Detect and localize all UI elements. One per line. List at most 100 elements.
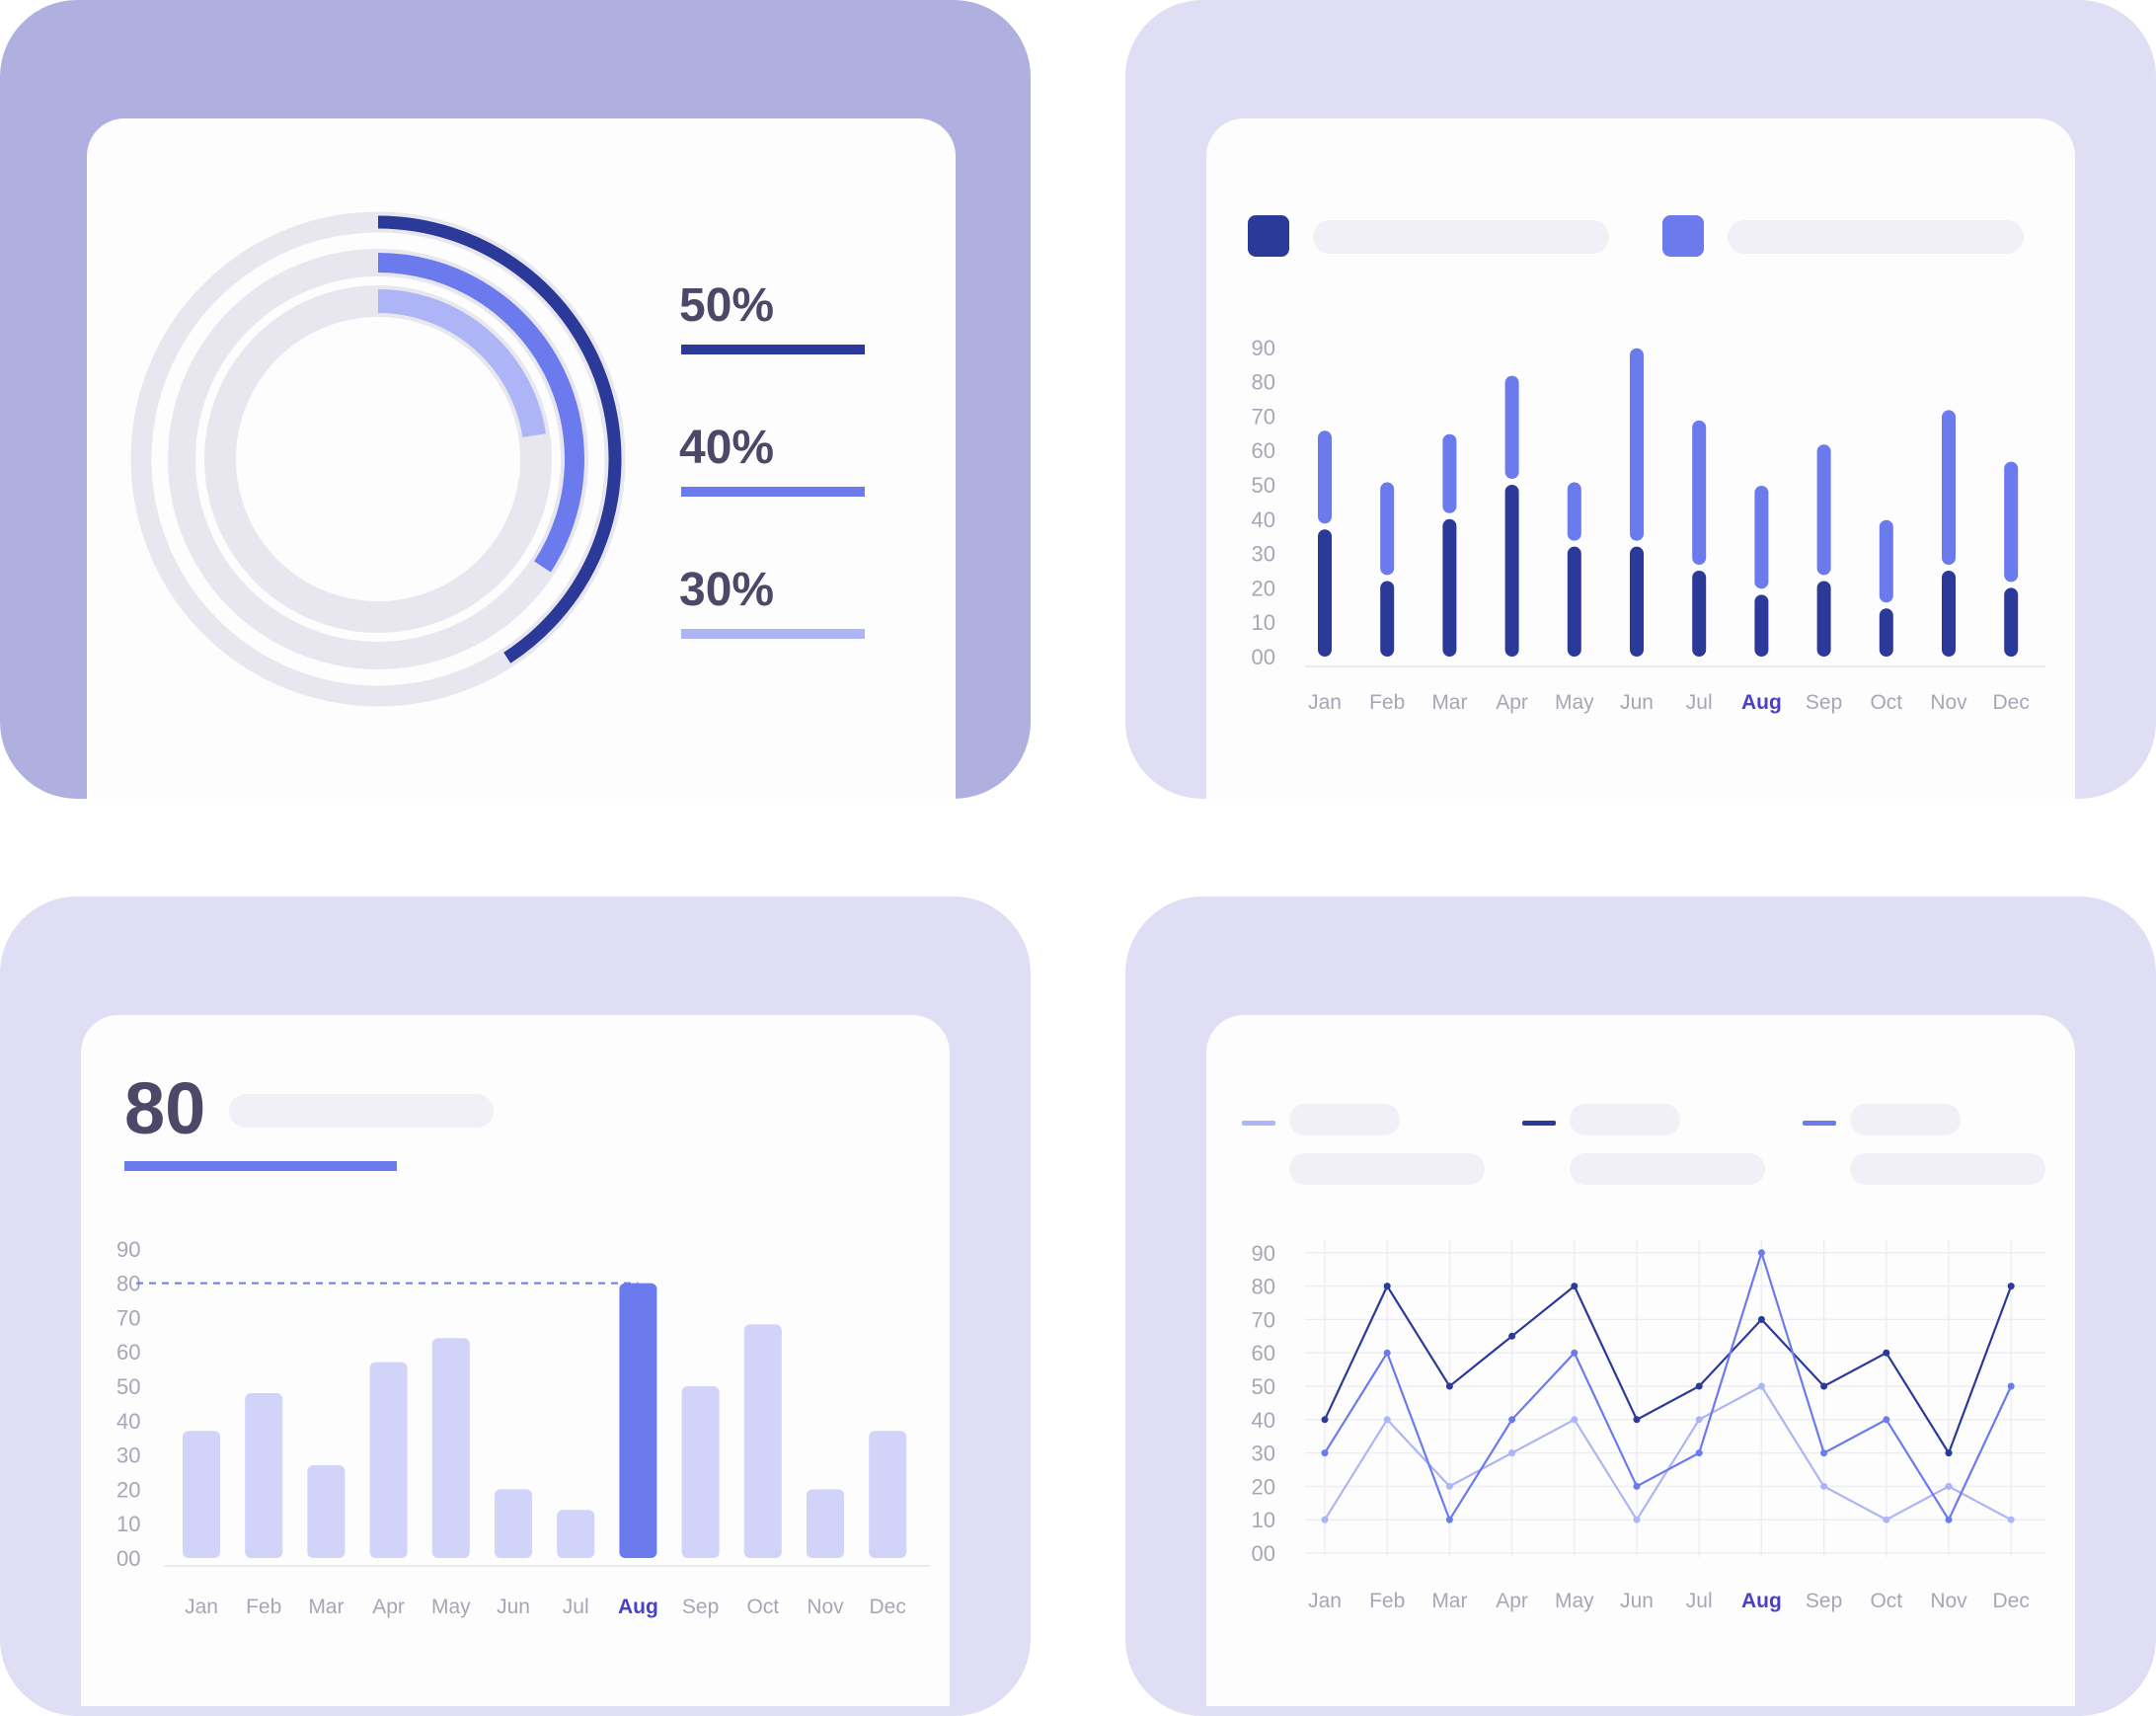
series-point-1 (1883, 1349, 1890, 1357)
x-tick-label: Oct (746, 1596, 779, 1618)
bar-segment-dark (1754, 594, 1769, 657)
y-tick-label: 20 (1252, 1474, 1275, 1499)
y-tick-label: 80 (1252, 370, 1275, 395)
series-point-1 (1945, 1449, 1953, 1457)
bar-segment-dark (1504, 485, 1519, 657)
x-tick-label: Jan (1308, 1590, 1342, 1612)
x-tick-label: Jul (563, 1596, 589, 1618)
single-bar-card: 80 90 80 70 60 50 40 30 20 10 00 Jan Feb Mar Apr May Jun… (81, 1015, 950, 1706)
series-point-0 (1945, 1482, 1953, 1490)
headline-placeholder (229, 1094, 494, 1128)
headline-value: 80 (124, 1067, 205, 1149)
headline-underline (124, 1161, 397, 1171)
legend-swatch-dark (1248, 215, 1289, 257)
donut-label-bar (681, 487, 865, 497)
series-point-1 (1445, 1382, 1453, 1390)
series-point-0 (2007, 1516, 2015, 1523)
x-tick-label: Feb (1369, 691, 1405, 714)
series-point-2 (1321, 1449, 1329, 1457)
legend-placeholder (1289, 1153, 1485, 1185)
bar (183, 1431, 220, 1558)
series-point-0 (1883, 1516, 1890, 1523)
x-tick-label: Jul (1686, 691, 1713, 714)
x-tick-label: Feb (1369, 1590, 1405, 1612)
x-tick-label: Aug (618, 1596, 658, 1618)
bar-segment-mid (1442, 433, 1457, 513)
x-tick-label: Jun (1620, 691, 1654, 714)
y-tick-label: 10 (1252, 610, 1275, 635)
x-tick-label: Sep (682, 1596, 719, 1618)
x-tick-label: Oct (1870, 1590, 1902, 1612)
bar-segment-dark (1692, 571, 1707, 657)
series-point-0 (1820, 1482, 1828, 1490)
y-tick-label: 40 (1252, 507, 1275, 532)
stacked-bar-panel: 90 80 70 60 50 40 30 20 10 00 Jan Feb Mar Apr May Jun Ju… (1125, 0, 2156, 799)
x-tick-label: Aug (1741, 691, 1782, 714)
y-tick-label: 70 (116, 1305, 140, 1330)
x-tick-label: Sep (1806, 1590, 1842, 1612)
donut-label: 40% (679, 422, 774, 474)
series-point-1 (2007, 1283, 2015, 1290)
series-point-1 (1571, 1283, 1578, 1290)
y-tick-label: 90 (116, 1237, 140, 1262)
series-point-0 (1508, 1449, 1516, 1457)
series-point-1 (1508, 1332, 1516, 1340)
series-point-0 (1321, 1516, 1329, 1523)
donut-label: 30% (679, 564, 774, 616)
bar-segment-dark (2004, 587, 2019, 657)
y-tick-label: 70 (1252, 1307, 1275, 1332)
bar (369, 1362, 408, 1558)
series-point-2 (1757, 1249, 1765, 1257)
bar-segment-dark (1380, 581, 1395, 657)
x-tick-label: Jun (1620, 1590, 1654, 1612)
y-tick-label: 00 (1252, 1541, 1275, 1566)
series-point-0 (1571, 1416, 1578, 1424)
series-point-2 (1508, 1416, 1516, 1424)
bar-segment-mid (2004, 461, 2019, 583)
legend-line-swatch (1522, 1121, 1556, 1126)
legend-swatch-mid (1662, 215, 1704, 257)
series-point-0 (1445, 1482, 1453, 1490)
donut-panel: 50% 40% 30% (0, 0, 1031, 799)
x-tick-label: Jun (497, 1596, 530, 1618)
series-line-1 (1324, 1284, 2013, 1456)
legend-placeholder (1570, 1153, 1765, 1185)
bar-segment-mid (1754, 485, 1769, 589)
bar-segment-mid (1630, 348, 1644, 541)
y-tick-label: 30 (1252, 1442, 1275, 1466)
x-tick-label: Jan (1308, 691, 1342, 714)
x-tick-label: Apr (1496, 691, 1528, 714)
y-tick-label: 70 (1252, 404, 1275, 429)
x-tick-label: Mar (308, 1596, 344, 1618)
legend-placeholder (1289, 1104, 1400, 1135)
legend-placeholder (1570, 1104, 1680, 1135)
bar (743, 1324, 782, 1558)
series-point-2 (1633, 1482, 1641, 1490)
bar-segment-mid (1504, 375, 1519, 479)
y-tick-label: 10 (116, 1512, 140, 1536)
y-tick-label: 10 (1252, 1508, 1275, 1532)
line-chart: 90 80 70 60 50 40 30 20 10 00 Jan Feb Mar Apr May Jun Ju… (1242, 1104, 2045, 1612)
series-point-2 (1445, 1516, 1453, 1523)
bar-segment-dark (1879, 608, 1893, 657)
y-tick-label: 60 (1252, 438, 1275, 463)
y-tick-label: 90 (1252, 1241, 1275, 1266)
x-tick-label: Aug (1741, 1590, 1782, 1612)
x-tick-label: Mar (1431, 691, 1467, 714)
bar (431, 1338, 470, 1558)
series-point-2 (1571, 1349, 1578, 1357)
x-tick-label: Jul (1686, 1590, 1713, 1612)
legend-placeholder (1850, 1104, 1961, 1135)
donut-chart: 50% 40% 30% (130, 211, 865, 707)
bar-segment-dark (1318, 529, 1332, 657)
x-tick-label: Sep (1806, 691, 1842, 714)
x-tick-label: Nov (1930, 691, 1967, 714)
y-tick-label: 20 (1252, 576, 1275, 600)
series-line-2 (1324, 1249, 2013, 1522)
bar-segment-mid (1942, 410, 1956, 565)
bar (869, 1431, 907, 1558)
y-tick-label: 40 (116, 1409, 140, 1434)
donut-arc-0 (377, 215, 622, 663)
series-point-1 (1757, 1315, 1765, 1323)
